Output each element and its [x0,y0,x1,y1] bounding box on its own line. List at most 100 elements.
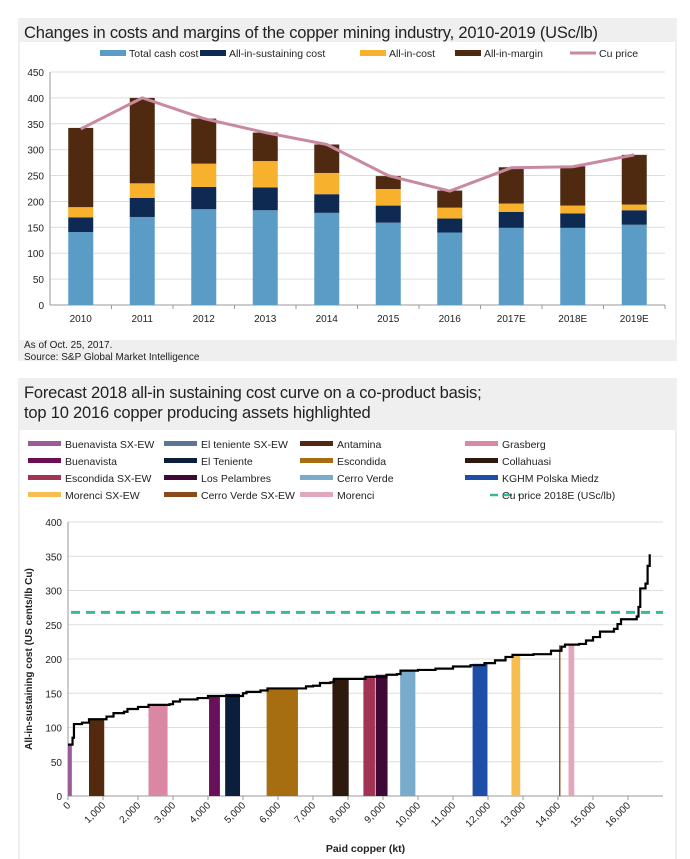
cost-curve-line [68,554,651,746]
legend-label: All-in-margin [484,48,543,60]
bar-segment [621,154,647,205]
legend-swatch [300,492,333,497]
asset-bar [400,670,416,796]
x-tick-label: 5,000 [223,800,249,826]
y-tick-label: 200 [45,655,62,666]
chart-title: Changes in costs and margins of the copp… [24,24,598,42]
x-tick-label: 3,000 [153,800,179,826]
asset-bar [375,674,388,796]
x-tick-label: 2016 [439,314,462,325]
legend-swatch [28,458,61,463]
bar-segment [252,187,278,211]
bar-segment [375,205,401,223]
asset-bar [89,719,105,796]
bar-segment [498,227,524,305]
legend-label: Los Pelambres [201,473,271,485]
legend-label: Grasberg [502,439,546,451]
title-line-2: top 10 2016 copper producing assets high… [24,404,371,422]
cost-curve-chart-panel: Forecast 2018 all-in sustaining cost cur… [18,378,677,859]
y-tick-label: 350 [27,120,44,131]
bar-segment [437,190,463,208]
legend-swatch [164,475,197,480]
plot-area: 0 50 100 150 200 250 300 350 400 450 2010 2011 2012 2… [20,42,675,340]
as-of-note: As of Oct. 25, 2017. [24,340,113,351]
legend-swatch [200,50,226,56]
bar-segment [191,118,217,164]
x-tick-label: 2011 [131,314,153,325]
y-tick-label: 300 [45,587,62,598]
chart-notes: As of Oct. 25, 2017. Source: S&P Global … [24,340,199,364]
legend-swatch [300,475,333,480]
bar-segment [560,166,586,206]
x-axis-title: Paid copper (kt) [326,843,405,855]
cu-price-line [80,96,635,193]
x-tick-label: 2019E [620,314,649,325]
y-tick-label: 150 [27,223,44,234]
y-tick-label: 250 [27,172,44,183]
source-note: Source: S&P Global Market Intelligence [24,352,200,363]
bar-segment [191,163,217,187]
x-tick-label: 12,000 [464,800,494,830]
legend-label: Morenci [337,490,374,502]
x-tick-label: 14,000 [534,800,564,830]
y-tick-label: 0 [38,301,44,312]
bar-segment [560,213,586,228]
legend-swatch [164,458,197,463]
y-tick-label: 50 [33,275,45,286]
asset-bar [511,654,521,796]
legend-swatch [28,441,61,446]
asset-bar [472,663,488,796]
asset-bar [363,676,375,796]
legend-label: Total cash cost [129,48,199,60]
bar-segment [129,216,155,305]
bar-segment [314,172,340,195]
y-tick-label: 100 [27,249,44,260]
legend-label: Buenavista SX-EW [65,439,154,451]
bar-segment [498,203,524,212]
legend-swatch [164,441,197,446]
bar-segment [621,204,647,211]
x-tick-label: 15,000 [569,800,599,830]
x-tick-label: 16,000 [604,800,634,830]
bar-segment [68,207,94,218]
bar-segment [252,161,278,188]
legend-swatch [28,492,61,497]
asset-bar [68,744,72,796]
asset-bar [225,693,241,796]
y-tick-label: 300 [27,146,44,157]
legend-swatch [465,475,498,480]
legend-swatch [360,50,386,56]
y-tick-label: 150 [45,689,62,700]
bar-segment [314,194,340,213]
asset-bar [266,688,298,796]
y-tick-label: 400 [45,518,62,529]
chart-title: Forecast 2018 all-in sustaining cost cur… [18,378,677,428]
legend-swatch [465,458,498,463]
asset-bar [332,678,349,796]
bar-segment [621,224,647,305]
x-tick-label: 0 [61,800,73,812]
legend-swatch [465,441,498,446]
legend-label: All-in-sustaining cost [229,48,325,60]
legend-label: Cu price [599,48,638,60]
bar-segment [129,183,155,198]
y-axis-title: All-in-sustaining cost (US cents/lb Cu) [24,568,35,750]
bar-segment [621,210,647,225]
x-tick-label: 2015 [377,314,400,325]
x-tick-label: 7,000 [293,800,319,826]
x-tick-label: 4,000 [188,800,214,826]
x-tick-label: 13,000 [499,800,529,830]
x-tick-label: 10,000 [394,800,424,830]
legend-label: El teniente SX-EW [201,439,288,451]
x-tick-label: 1,000 [83,800,109,826]
asset-bar [209,695,220,796]
legend-swatch [300,458,333,463]
bar-segment [437,232,463,305]
bar-segment [375,222,401,305]
y-tick-label: 50 [51,758,63,769]
legend-label: El Teniente [201,456,253,468]
bar-segment [129,197,155,217]
bar-segment [314,212,340,305]
legend-label: Cerro Verde SX-EW [201,490,295,502]
x-tick-label: 9,000 [363,800,389,826]
